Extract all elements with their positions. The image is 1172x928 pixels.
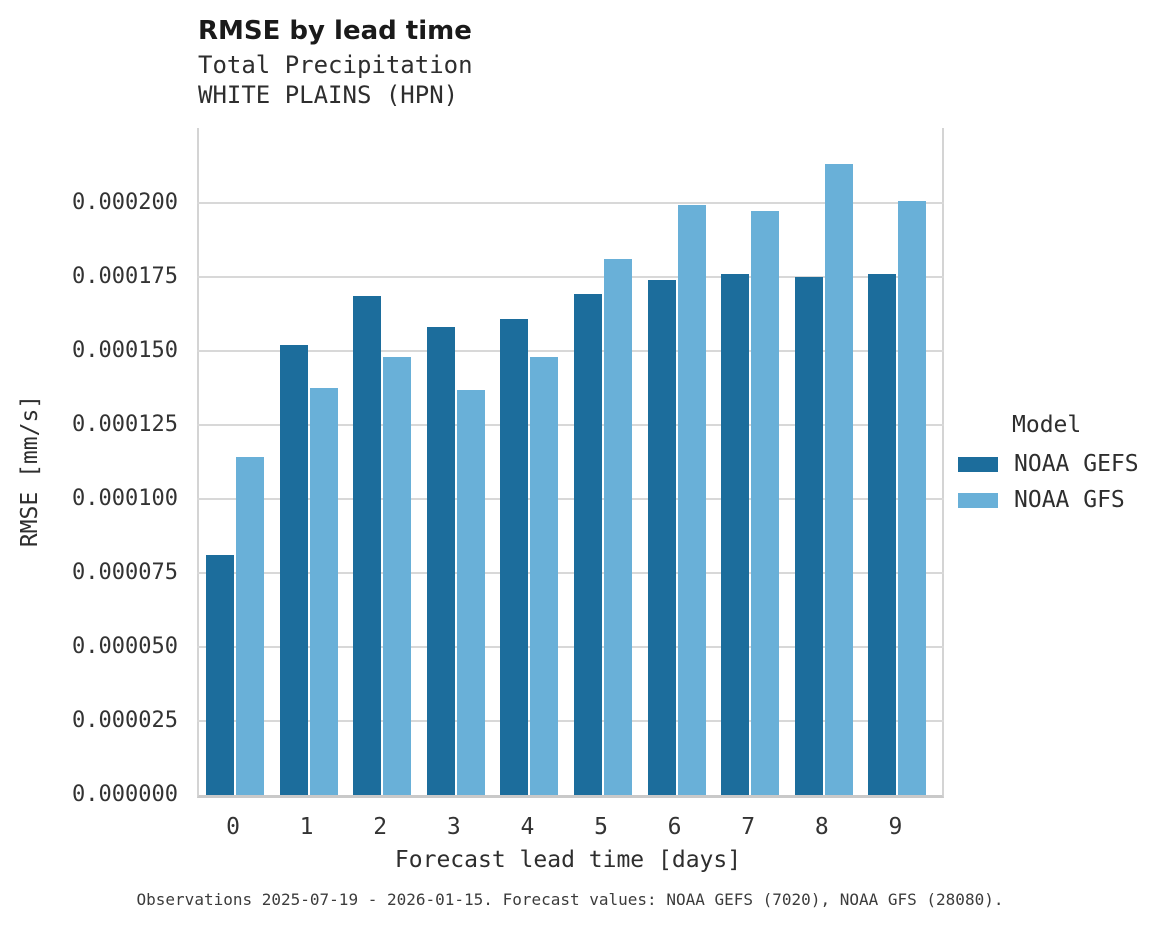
gridline bbox=[197, 572, 944, 574]
legend-swatch-noaa-gfs bbox=[958, 492, 998, 508]
bar-noaa-gefs-lead-3 bbox=[426, 327, 455, 795]
bar-noaa-gefs-lead-1 bbox=[279, 345, 308, 795]
bar-noaa-gfs-lead-5 bbox=[604, 259, 632, 795]
bar-noaa-gfs-lead-8 bbox=[824, 164, 853, 795]
y-tick-label: 0.000125 bbox=[72, 412, 178, 437]
bar-noaa-gfs-lead-0 bbox=[236, 457, 264, 795]
x-tick-label: 9 bbox=[888, 814, 903, 840]
bar-noaa-gfs-lead-9 bbox=[898, 201, 927, 795]
y-tick-label: 0.000025 bbox=[72, 708, 178, 733]
legend-item-noaa-gefs: NOAA GEFS bbox=[958, 451, 1139, 477]
bar-noaa-gfs-lead-1 bbox=[309, 388, 338, 795]
bar-noaa-gefs-lead-6 bbox=[647, 280, 676, 795]
x-tick-label: 7 bbox=[741, 814, 756, 840]
bar-noaa-gfs-lead-7 bbox=[751, 211, 780, 795]
bar-noaa-gefs-lead-7 bbox=[721, 274, 750, 795]
plot-panel bbox=[197, 128, 944, 798]
legend-title: Model bbox=[1012, 412, 1082, 438]
x-tick-label: 5 bbox=[594, 814, 608, 840]
y-tick-label: 0.000075 bbox=[72, 560, 178, 585]
legend-label-noaa-gefs: NOAA GEFS bbox=[1014, 451, 1139, 477]
chart-subtitle: Total Precipitation WHITE PLAINS (HPN) bbox=[198, 50, 473, 110]
gridline bbox=[197, 350, 944, 352]
y-tick-label: 0.000000 bbox=[72, 782, 178, 807]
bar-noaa-gfs-lead-3 bbox=[456, 390, 485, 795]
gridline bbox=[197, 276, 944, 278]
bar-noaa-gefs-lead-8 bbox=[794, 277, 823, 795]
bar-noaa-gfs-lead-4 bbox=[530, 357, 559, 795]
x-tick-label: 8 bbox=[814, 814, 829, 840]
legend: Model NOAA GEFS NOAA GFS bbox=[958, 412, 1139, 524]
legend-swatch-noaa-gefs bbox=[958, 456, 998, 472]
x-tick-label: 2 bbox=[373, 814, 388, 840]
bar-noaa-gfs-lead-6 bbox=[677, 205, 706, 795]
gridline bbox=[197, 720, 944, 722]
x-tick-label: 3 bbox=[446, 814, 461, 840]
gridline bbox=[197, 424, 944, 426]
x-tick-label: 6 bbox=[667, 814, 682, 840]
legend-label-noaa-gfs: NOAA GFS bbox=[1014, 487, 1125, 513]
x-tick-label: 1 bbox=[299, 814, 314, 840]
bar-noaa-gefs-lead-0 bbox=[206, 555, 234, 795]
bar-noaa-gefs-lead-2 bbox=[353, 296, 382, 795]
chart-title: RMSE by lead time bbox=[198, 16, 472, 46]
gridline bbox=[197, 498, 944, 500]
y-tick-label: 0.000050 bbox=[72, 634, 178, 659]
legend-item-noaa-gfs: NOAA GFS bbox=[958, 487, 1139, 513]
x-tick-label: 0 bbox=[226, 814, 240, 840]
chart-subtitle-line-2: WHITE PLAINS (HPN) bbox=[198, 81, 459, 109]
y-tick-label: 0.000150 bbox=[72, 338, 178, 363]
bar-noaa-gefs-lead-5 bbox=[574, 294, 602, 795]
x-axis-title: Forecast lead time [days] bbox=[394, 847, 742, 873]
y-tick-label: 0.000200 bbox=[72, 190, 178, 215]
y-tick-label: 0.000175 bbox=[72, 264, 178, 289]
chart-subtitle-line-1: Total Precipitation bbox=[198, 51, 473, 79]
gridline bbox=[197, 202, 944, 204]
bar-noaa-gefs-lead-4 bbox=[500, 319, 529, 795]
chart-caption: Observations 2025-07-19 - 2026-01-15. Fo… bbox=[136, 890, 1004, 909]
gridline bbox=[197, 646, 944, 648]
bar-noaa-gfs-lead-2 bbox=[383, 357, 412, 795]
x-tick-label: 4 bbox=[520, 814, 535, 840]
y-tick-label: 0.000100 bbox=[72, 486, 178, 511]
bar-noaa-gefs-lead-9 bbox=[868, 274, 897, 795]
